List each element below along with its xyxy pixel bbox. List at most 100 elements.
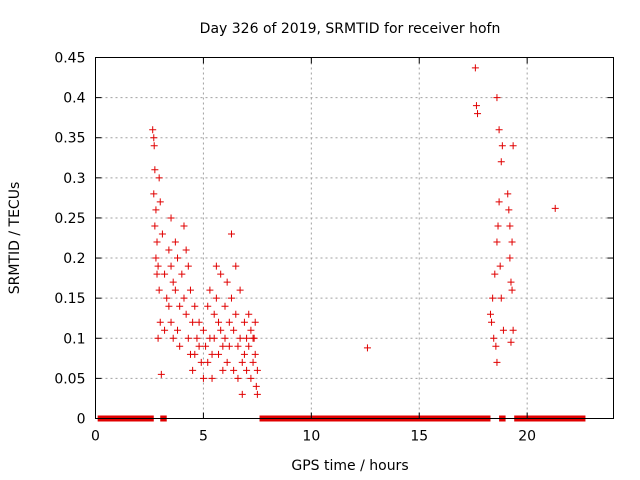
data-point-marker — [184, 262, 192, 270]
data-point-marker — [167, 262, 175, 270]
data-point-marker — [491, 270, 499, 278]
data-point-marker — [489, 294, 497, 302]
data-point-marker — [161, 270, 169, 278]
data-point-marker — [232, 262, 240, 270]
data-point-marker — [165, 302, 173, 310]
data-point-marker — [232, 310, 240, 318]
data-point-marker — [191, 350, 199, 358]
data-point-marker — [176, 342, 184, 350]
data-point-marker — [508, 238, 516, 246]
data-point-marker — [236, 334, 244, 342]
data-point-marker — [505, 206, 513, 214]
x-tick-label: 5 — [199, 429, 208, 445]
y-tick-label: 0.15 — [54, 291, 85, 307]
data-point-marker — [236, 286, 244, 294]
data-point-marker — [508, 286, 516, 294]
data-point-marker — [176, 302, 184, 310]
data-point-marker — [498, 142, 506, 150]
x-tick-label: 20 — [518, 429, 536, 445]
data-point-marker — [178, 270, 186, 278]
data-point-marker — [551, 204, 559, 212]
data-point-marker — [227, 294, 235, 302]
data-point-marker — [493, 238, 501, 246]
data-point-marker — [189, 318, 197, 326]
data-point-marker — [199, 374, 207, 382]
data-point-marker — [494, 222, 502, 230]
data-point-marker — [471, 64, 479, 72]
data-point-marker — [206, 286, 214, 294]
data-point-marker — [156, 198, 164, 206]
data-point-marker — [488, 318, 496, 326]
data-point-marker — [240, 318, 248, 326]
data-point-marker — [247, 326, 255, 334]
y-tick-label: 0.4 — [63, 91, 85, 107]
data-point-marker — [191, 302, 199, 310]
data-point-marker — [154, 334, 162, 342]
data-point-marker — [167, 318, 175, 326]
data-point-marker — [227, 230, 235, 238]
data-point-marker — [495, 198, 503, 206]
y-tick-label: 0.25 — [54, 211, 85, 227]
data-point-marker — [171, 286, 179, 294]
data-point-marker — [204, 302, 212, 310]
data-point-marker — [504, 190, 512, 198]
data-point-marker — [507, 278, 515, 286]
y-tick-label: 0 — [77, 412, 86, 428]
data-point-marker — [180, 222, 188, 230]
data-point-marker — [509, 326, 517, 334]
x-axis-label: GPS time / hours — [291, 458, 408, 474]
axis-ticks: 0 5 10 15 20 0 0.05 0.1 0.15 0.2 0.25 0.3 0.35 0.4 0.4… — [54, 51, 614, 445]
data-point-marker — [184, 334, 192, 342]
data-point-marker — [219, 366, 227, 374]
data-point-marker — [202, 342, 210, 350]
y-axis-label: SRMTID / TECUs — [7, 182, 23, 295]
data-point-marker — [197, 358, 205, 366]
data-point-marker — [153, 238, 161, 246]
chart-title: Day 326 of 2019, SRMTID for receiver hof… — [200, 21, 501, 37]
data-point-marker — [225, 318, 233, 326]
data-point-marker — [204, 358, 212, 366]
data-point-marker — [215, 350, 223, 358]
y-tick-label: 0.35 — [54, 131, 85, 147]
y-tick-label: 0.3 — [63, 171, 85, 187]
data-point-marker — [165, 246, 173, 254]
data-point-marker — [253, 366, 261, 374]
data-point-marker — [234, 374, 242, 382]
data-point-marker — [195, 318, 203, 326]
data-point-marker — [163, 294, 171, 302]
data-point-marker — [238, 358, 246, 366]
x-tick-label: 10 — [302, 429, 320, 445]
data-point-marker — [154, 262, 162, 270]
data-point-marker — [210, 310, 218, 318]
data-point-marker — [208, 350, 216, 358]
data-point-marker — [223, 358, 231, 366]
data-point-marker — [217, 270, 225, 278]
data-point-marker — [180, 294, 188, 302]
y-tick-label: 0.45 — [54, 51, 85, 67]
data-point-marker — [153, 270, 161, 278]
data-point-marker — [167, 214, 175, 222]
y-tick-label: 0.2 — [63, 251, 85, 267]
data-point-marker — [174, 326, 182, 334]
data-point-marker — [245, 310, 253, 318]
data-point-marker — [250, 334, 258, 342]
y-tick-label: 0.05 — [54, 371, 85, 387]
data-point-marker — [189, 366, 197, 374]
plot-frame — [95, 57, 614, 419]
data-point-marker — [230, 326, 238, 334]
data-point-marker — [474, 110, 482, 118]
grid-lines — [95, 57, 614, 419]
data-point-marker — [240, 350, 248, 358]
data-point-marker — [251, 350, 259, 358]
data-point-marker — [174, 254, 182, 262]
data-point-marker — [210, 334, 218, 342]
data-point-marker — [217, 326, 225, 334]
data-point-marker — [249, 358, 257, 366]
data-point-marker — [499, 326, 507, 334]
data-point-marker — [195, 342, 203, 350]
data-point-marker — [497, 294, 505, 302]
data-point-marker — [506, 222, 514, 230]
data-point-marker — [221, 302, 229, 310]
data-point-marker — [234, 342, 242, 350]
data-point-marker — [152, 254, 160, 262]
